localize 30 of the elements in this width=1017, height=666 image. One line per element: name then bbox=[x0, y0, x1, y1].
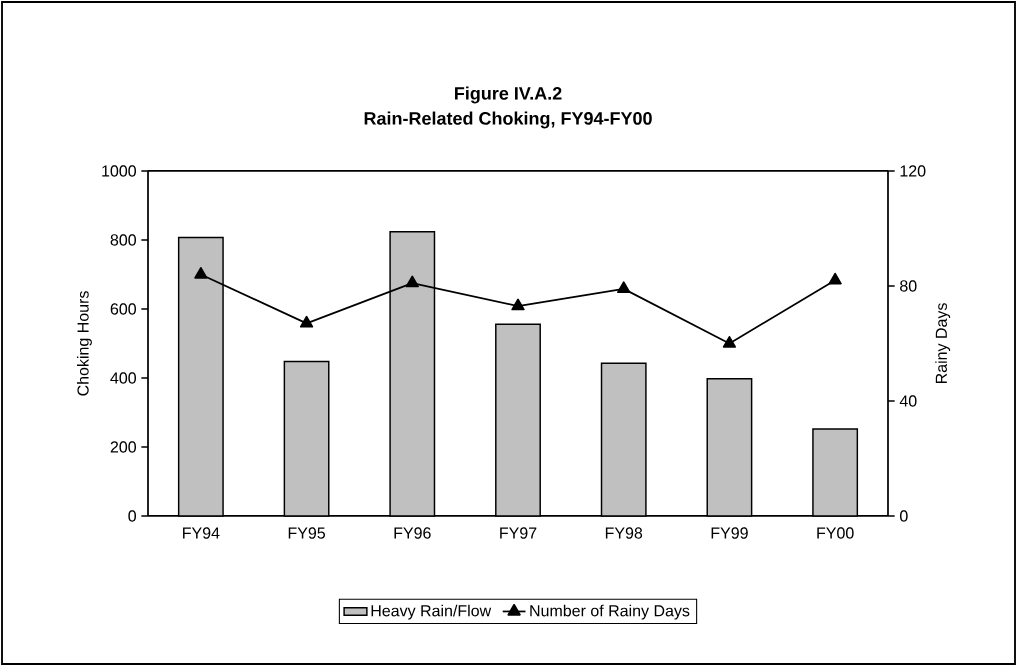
y2-tick-label: 80 bbox=[900, 280, 917, 292]
y-tick-label: 600 bbox=[110, 303, 137, 315]
y-tick-label: 200 bbox=[110, 441, 137, 453]
chart-title: Figure IV.A.2 bbox=[455, 86, 562, 104]
point bbox=[511, 298, 525, 311]
point bbox=[299, 315, 314, 328]
legend-label: Heavy Rain/Flow bbox=[371, 604, 492, 620]
y2-axis-title: Rainy Days bbox=[935, 303, 951, 384]
y2-tick-label: 120 bbox=[900, 165, 926, 177]
x-tick-label: FY99 bbox=[711, 527, 748, 539]
point bbox=[405, 275, 419, 288]
point bbox=[828, 272, 842, 285]
x-tick-label: FY00 bbox=[817, 527, 854, 539]
y-tick-label: 0 bbox=[128, 510, 137, 522]
y2-tick-label: 40 bbox=[899, 395, 917, 407]
point bbox=[194, 266, 208, 279]
y-axis-title: Choking Hours bbox=[76, 291, 92, 396]
x-tick-label: FY97 bbox=[500, 527, 537, 539]
point bbox=[617, 281, 631, 294]
y-tick-label: 400 bbox=[110, 372, 137, 384]
chart-subtitle: Rain-Related Choking, FY94-FY00 bbox=[364, 111, 652, 129]
y2-tick-label: 0 bbox=[900, 510, 908, 522]
y-tick-label: 1000 bbox=[102, 165, 136, 177]
y-tick-label: 800 bbox=[110, 234, 137, 246]
x-tick-label: FY98 bbox=[605, 527, 643, 539]
x-tick-label: FY96 bbox=[394, 527, 431, 539]
point bbox=[722, 335, 737, 348]
x-tick-label: FY95 bbox=[288, 527, 326, 539]
x-tick-label: FY94 bbox=[183, 527, 220, 539]
legend-label: Number of Rainy Days bbox=[530, 604, 690, 620]
